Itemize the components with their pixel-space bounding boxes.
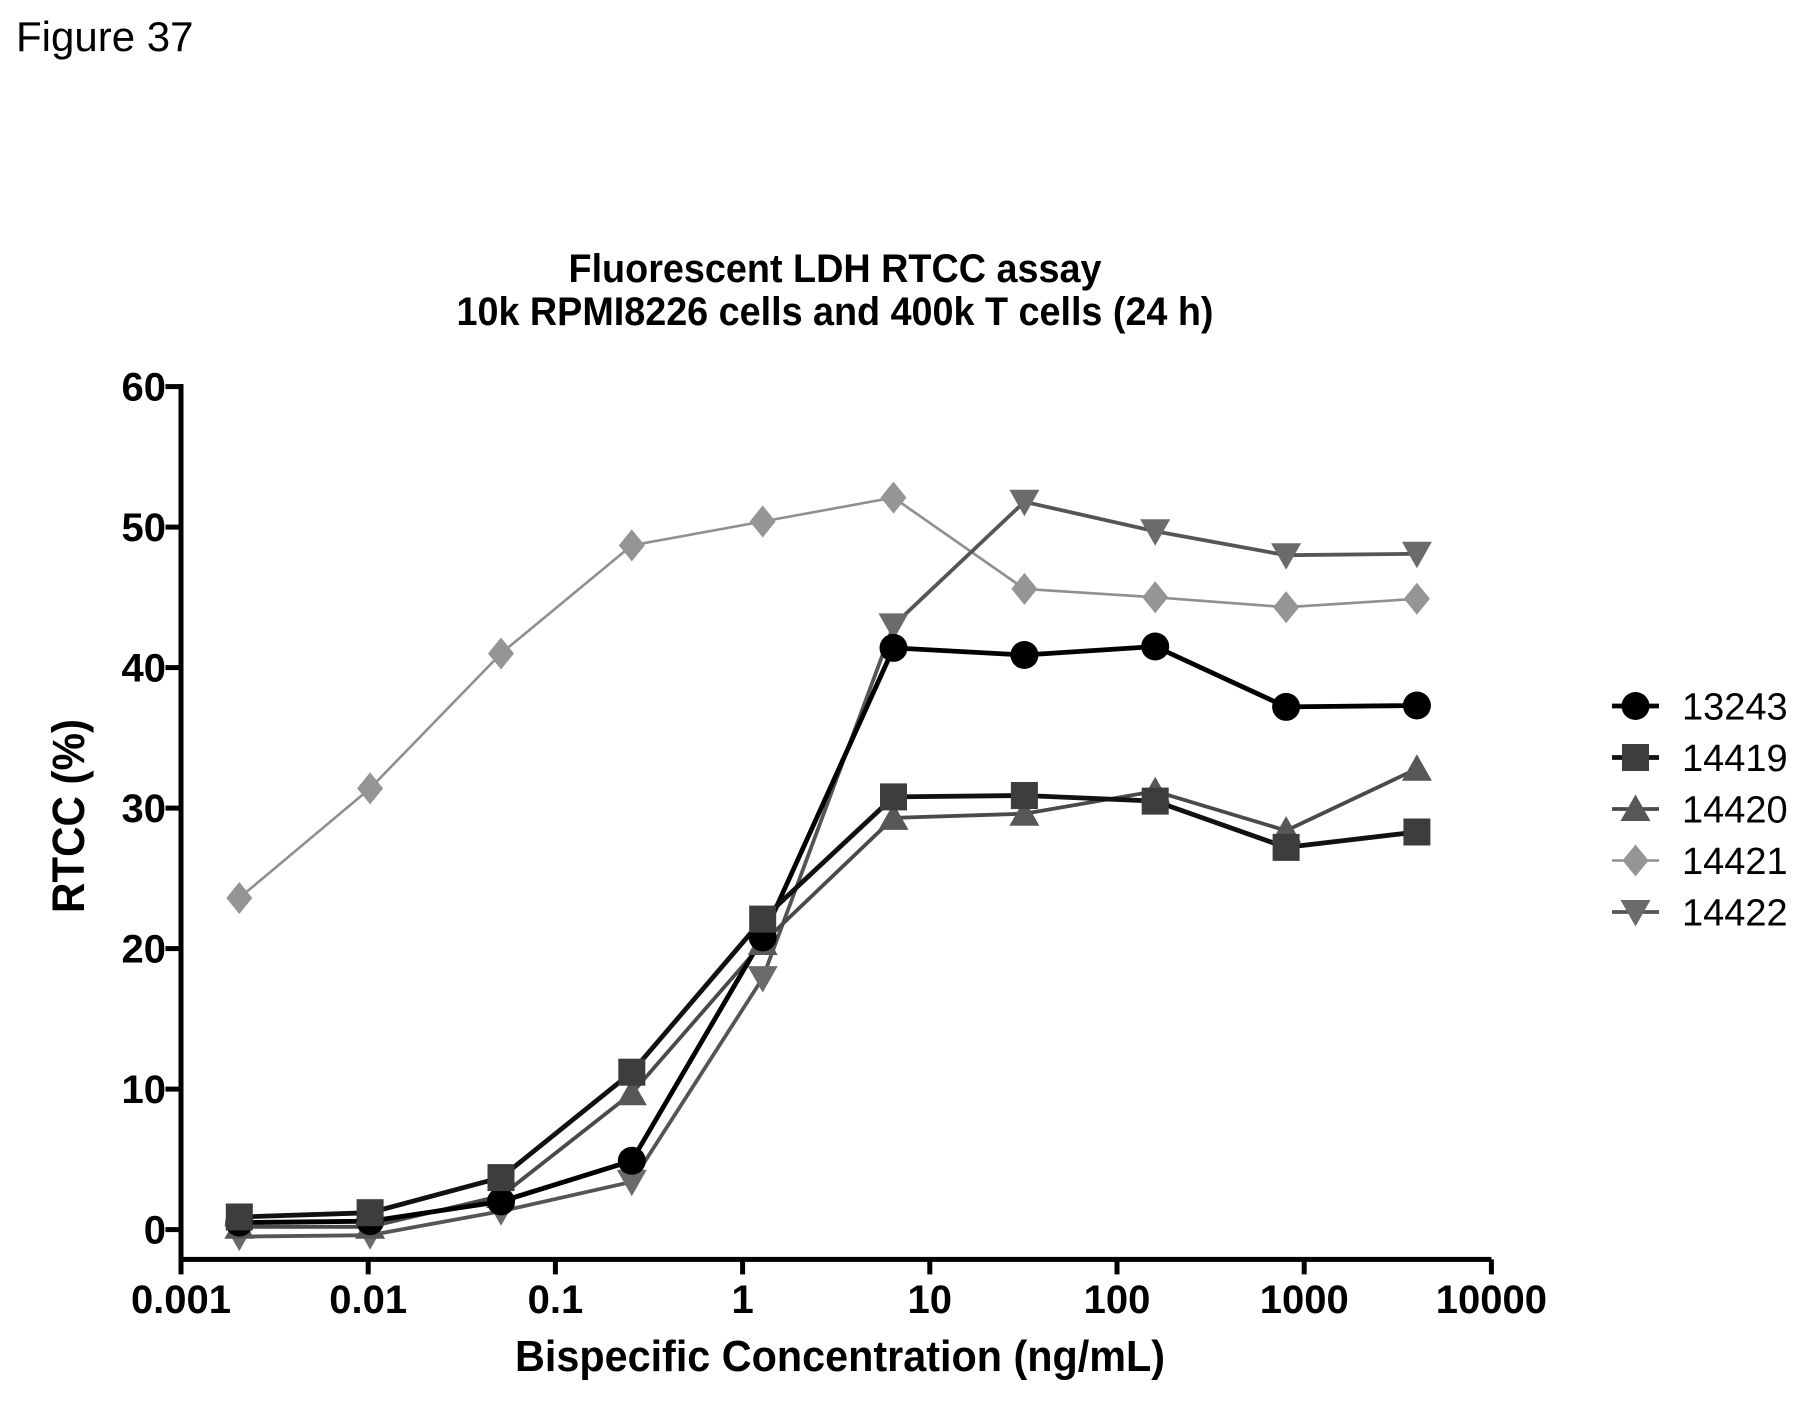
svg-text:100: 100 (1084, 1278, 1151, 1322)
svg-text:10000: 10000 (1436, 1278, 1547, 1322)
svg-text:13243: 13243 (1682, 687, 1788, 729)
svg-text:14420: 14420 (1682, 790, 1788, 832)
svg-text:20: 20 (122, 928, 167, 972)
svg-text:14422: 14422 (1682, 893, 1788, 935)
svg-text:Figure 37: Figure 37 (16, 13, 193, 60)
svg-text:Fluorescent LDH RTCC assay: Fluorescent LDH RTCC assay (569, 247, 1103, 291)
svg-text:14421: 14421 (1682, 841, 1788, 883)
svg-text:RTCC (%): RTCC (%) (43, 719, 94, 913)
svg-text:10k RPMI8226 cells and 400k T: 10k RPMI8226 cells and 400k T cells (24 … (457, 290, 1214, 334)
svg-text:50: 50 (122, 506, 167, 550)
svg-text:Bispecific Concentration (ng/m: Bispecific Concentration (ng/mL) (515, 1332, 1165, 1381)
svg-text:10: 10 (122, 1068, 167, 1112)
svg-text:60: 60 (122, 366, 167, 410)
svg-text:10: 10 (908, 1278, 953, 1322)
svg-text:1: 1 (731, 1278, 753, 1322)
svg-text:30: 30 (122, 787, 167, 831)
svg-text:40: 40 (122, 647, 167, 691)
svg-text:1000: 1000 (1260, 1278, 1349, 1322)
svg-text:0.1: 0.1 (528, 1278, 584, 1322)
svg-text:14419: 14419 (1682, 738, 1788, 780)
svg-text:0.001: 0.001 (131, 1278, 231, 1322)
svg-text:0: 0 (144, 1209, 166, 1253)
svg-text:0.01: 0.01 (329, 1278, 407, 1322)
